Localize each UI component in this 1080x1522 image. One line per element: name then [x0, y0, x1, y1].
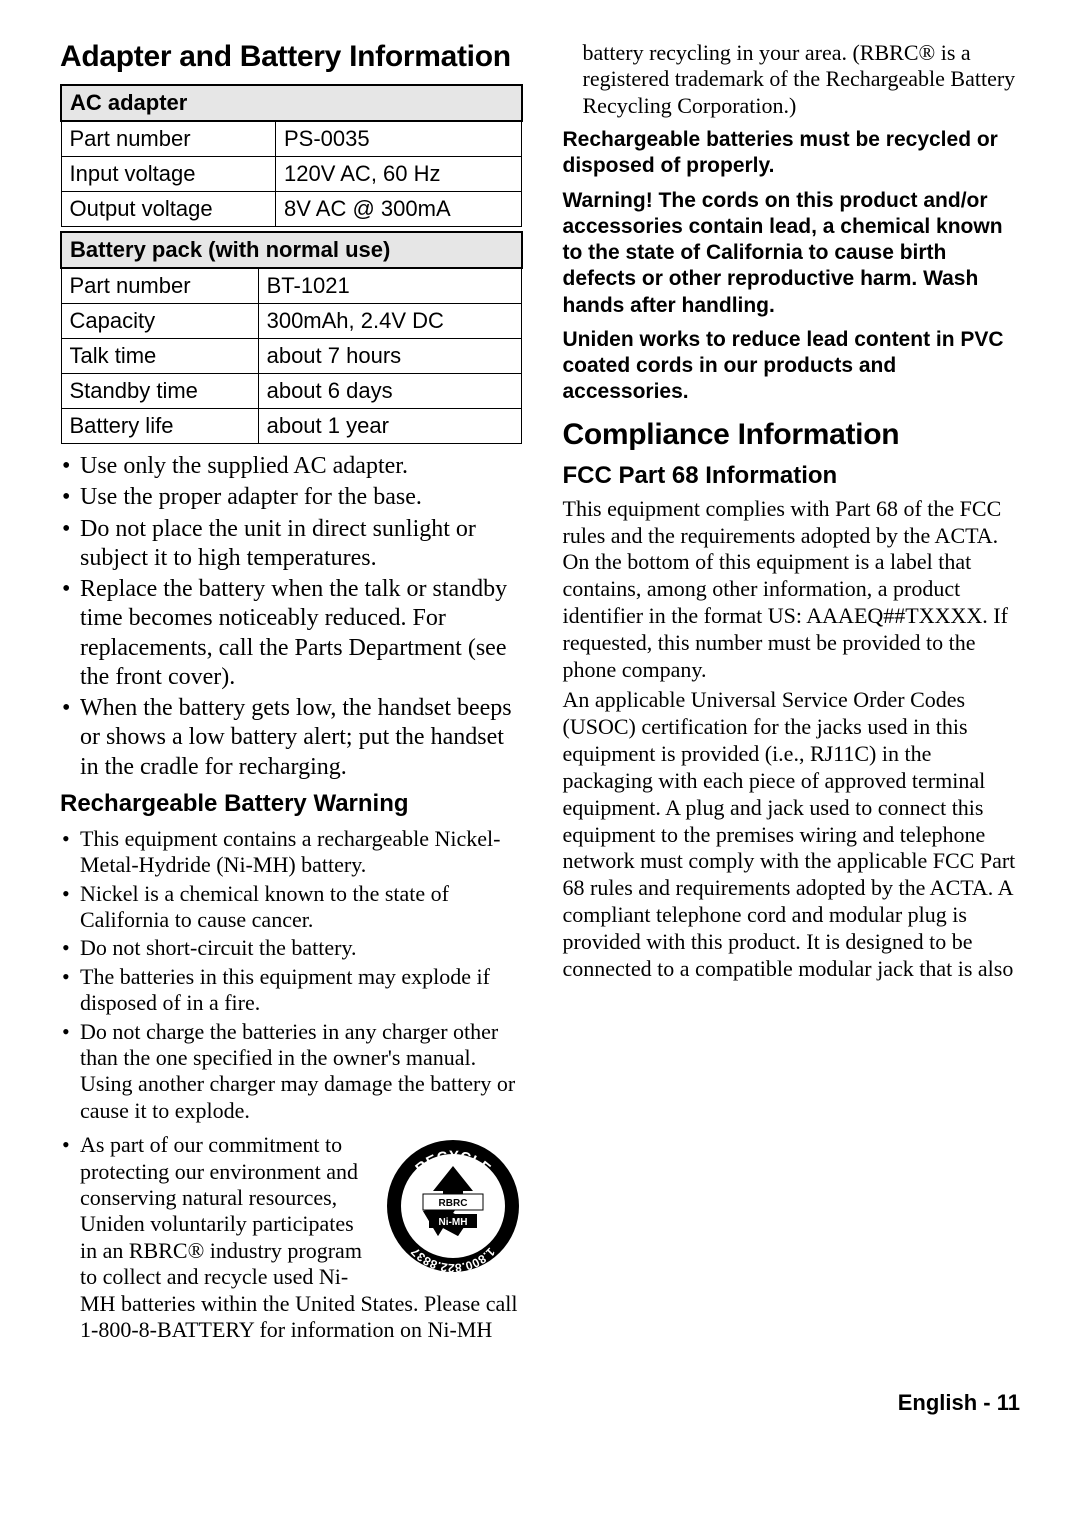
cell-label: Part number — [61, 268, 258, 304]
list-item: Do not place the unit in direct sunlight… — [60, 515, 523, 574]
cell-value: 120V AC, 60 Hz — [275, 157, 521, 192]
table-row: Talk timeabout 7 hours — [61, 339, 522, 374]
svg-text:RBRC: RBRC — [438, 1198, 467, 1209]
cell-label: Input voltage — [61, 157, 275, 192]
cell-value: about 7 hours — [258, 339, 521, 374]
usage-bullets: Use only the supplied AC adapter. Use th… — [60, 452, 523, 782]
list-item: Use only the supplied AC adapter. — [60, 452, 523, 481]
heading-rechargeable-warning: Rechargeable Battery Warning — [60, 790, 523, 818]
table-battery-pack: Battery pack (with normal use) Part numb… — [60, 231, 523, 444]
table-row: Output voltage8V AC @ 300mA — [61, 192, 522, 227]
cell-label: Talk time — [61, 339, 258, 374]
table-row: Input voltage120V AC, 60 Hz — [61, 157, 522, 192]
fcc-paragraph-1: This equipment complies with Part 68 of … — [563, 496, 1026, 684]
cell-value: about 6 days — [258, 374, 521, 409]
list-item: Use the proper adapter for the base. — [60, 483, 523, 512]
cell-label: Output voltage — [61, 192, 275, 227]
cell-label: Standby time — [61, 374, 258, 409]
notice-recycle: Rechargeable batteries must be recycled … — [563, 127, 1026, 180]
table-row: Standby timeabout 6 days — [61, 374, 522, 409]
list-item: Replace the battery when the talk or sta… — [60, 575, 523, 692]
notice-uniden-lead: Uniden works to reduce lead content in P… — [563, 327, 1026, 406]
cell-label: Part number — [61, 121, 275, 157]
heading-compliance: Compliance Information — [563, 418, 1026, 452]
table-header-ac: AC adapter — [61, 85, 522, 121]
fcc-paragraph-2: An applicable Universal Service Order Co… — [563, 687, 1026, 982]
svg-text:Ni-MH: Ni-MH — [438, 1217, 467, 1228]
table-row: Battery lifeabout 1 year — [61, 409, 522, 444]
list-item: When the battery gets low, the handset b… — [60, 694, 523, 782]
cell-label: Capacity — [61, 304, 258, 339]
list-item: This equipment contains a rechargeable N… — [60, 826, 523, 879]
cell-value: 8V AC @ 300mA — [275, 192, 521, 227]
heading-fcc-68: FCC Part 68 Information — [563, 462, 1026, 490]
table-row: Part numberPS-0035 — [61, 121, 522, 157]
cell-value: about 1 year — [258, 409, 521, 444]
list-item: Nickel is a chemical known to the state … — [60, 881, 523, 934]
cell-value: BT-1021 — [258, 268, 521, 304]
manual-page: Adapter and Battery Information AC adapt… — [0, 0, 1080, 1390]
list-item: Do not short-circuit the battery. — [60, 935, 523, 961]
rbrc-recycle-icon: RBRC Ni-MH RECYCLE 1.800.822.8837 — [383, 1136, 523, 1276]
table-row: Part numberBT-1021 — [61, 268, 522, 304]
cell-label: Battery life — [61, 409, 258, 444]
cell-value: 300mAh, 2.4V DC — [258, 304, 521, 339]
table-header-battery: Battery pack (with normal use) — [61, 232, 522, 268]
list-item: The batteries in this equipment may expl… — [60, 964, 523, 1017]
notice-lead-warning: Warning! The cords on this product and/o… — [563, 188, 1026, 319]
heading-adapter-battery: Adapter and Battery Information — [60, 40, 523, 74]
page-footer: English - 11 — [0, 1390, 1080, 1446]
table-row: Capacity300mAh, 2.4V DC — [61, 304, 522, 339]
recharge-bullets: This equipment contains a rechargeable N… — [60, 826, 523, 1124]
cell-value: PS-0035 — [275, 121, 521, 157]
table-ac-adapter: AC adapter Part numberPS-0035 Input volt… — [60, 84, 523, 227]
list-item: Do not charge the batteries in any charg… — [60, 1019, 523, 1125]
